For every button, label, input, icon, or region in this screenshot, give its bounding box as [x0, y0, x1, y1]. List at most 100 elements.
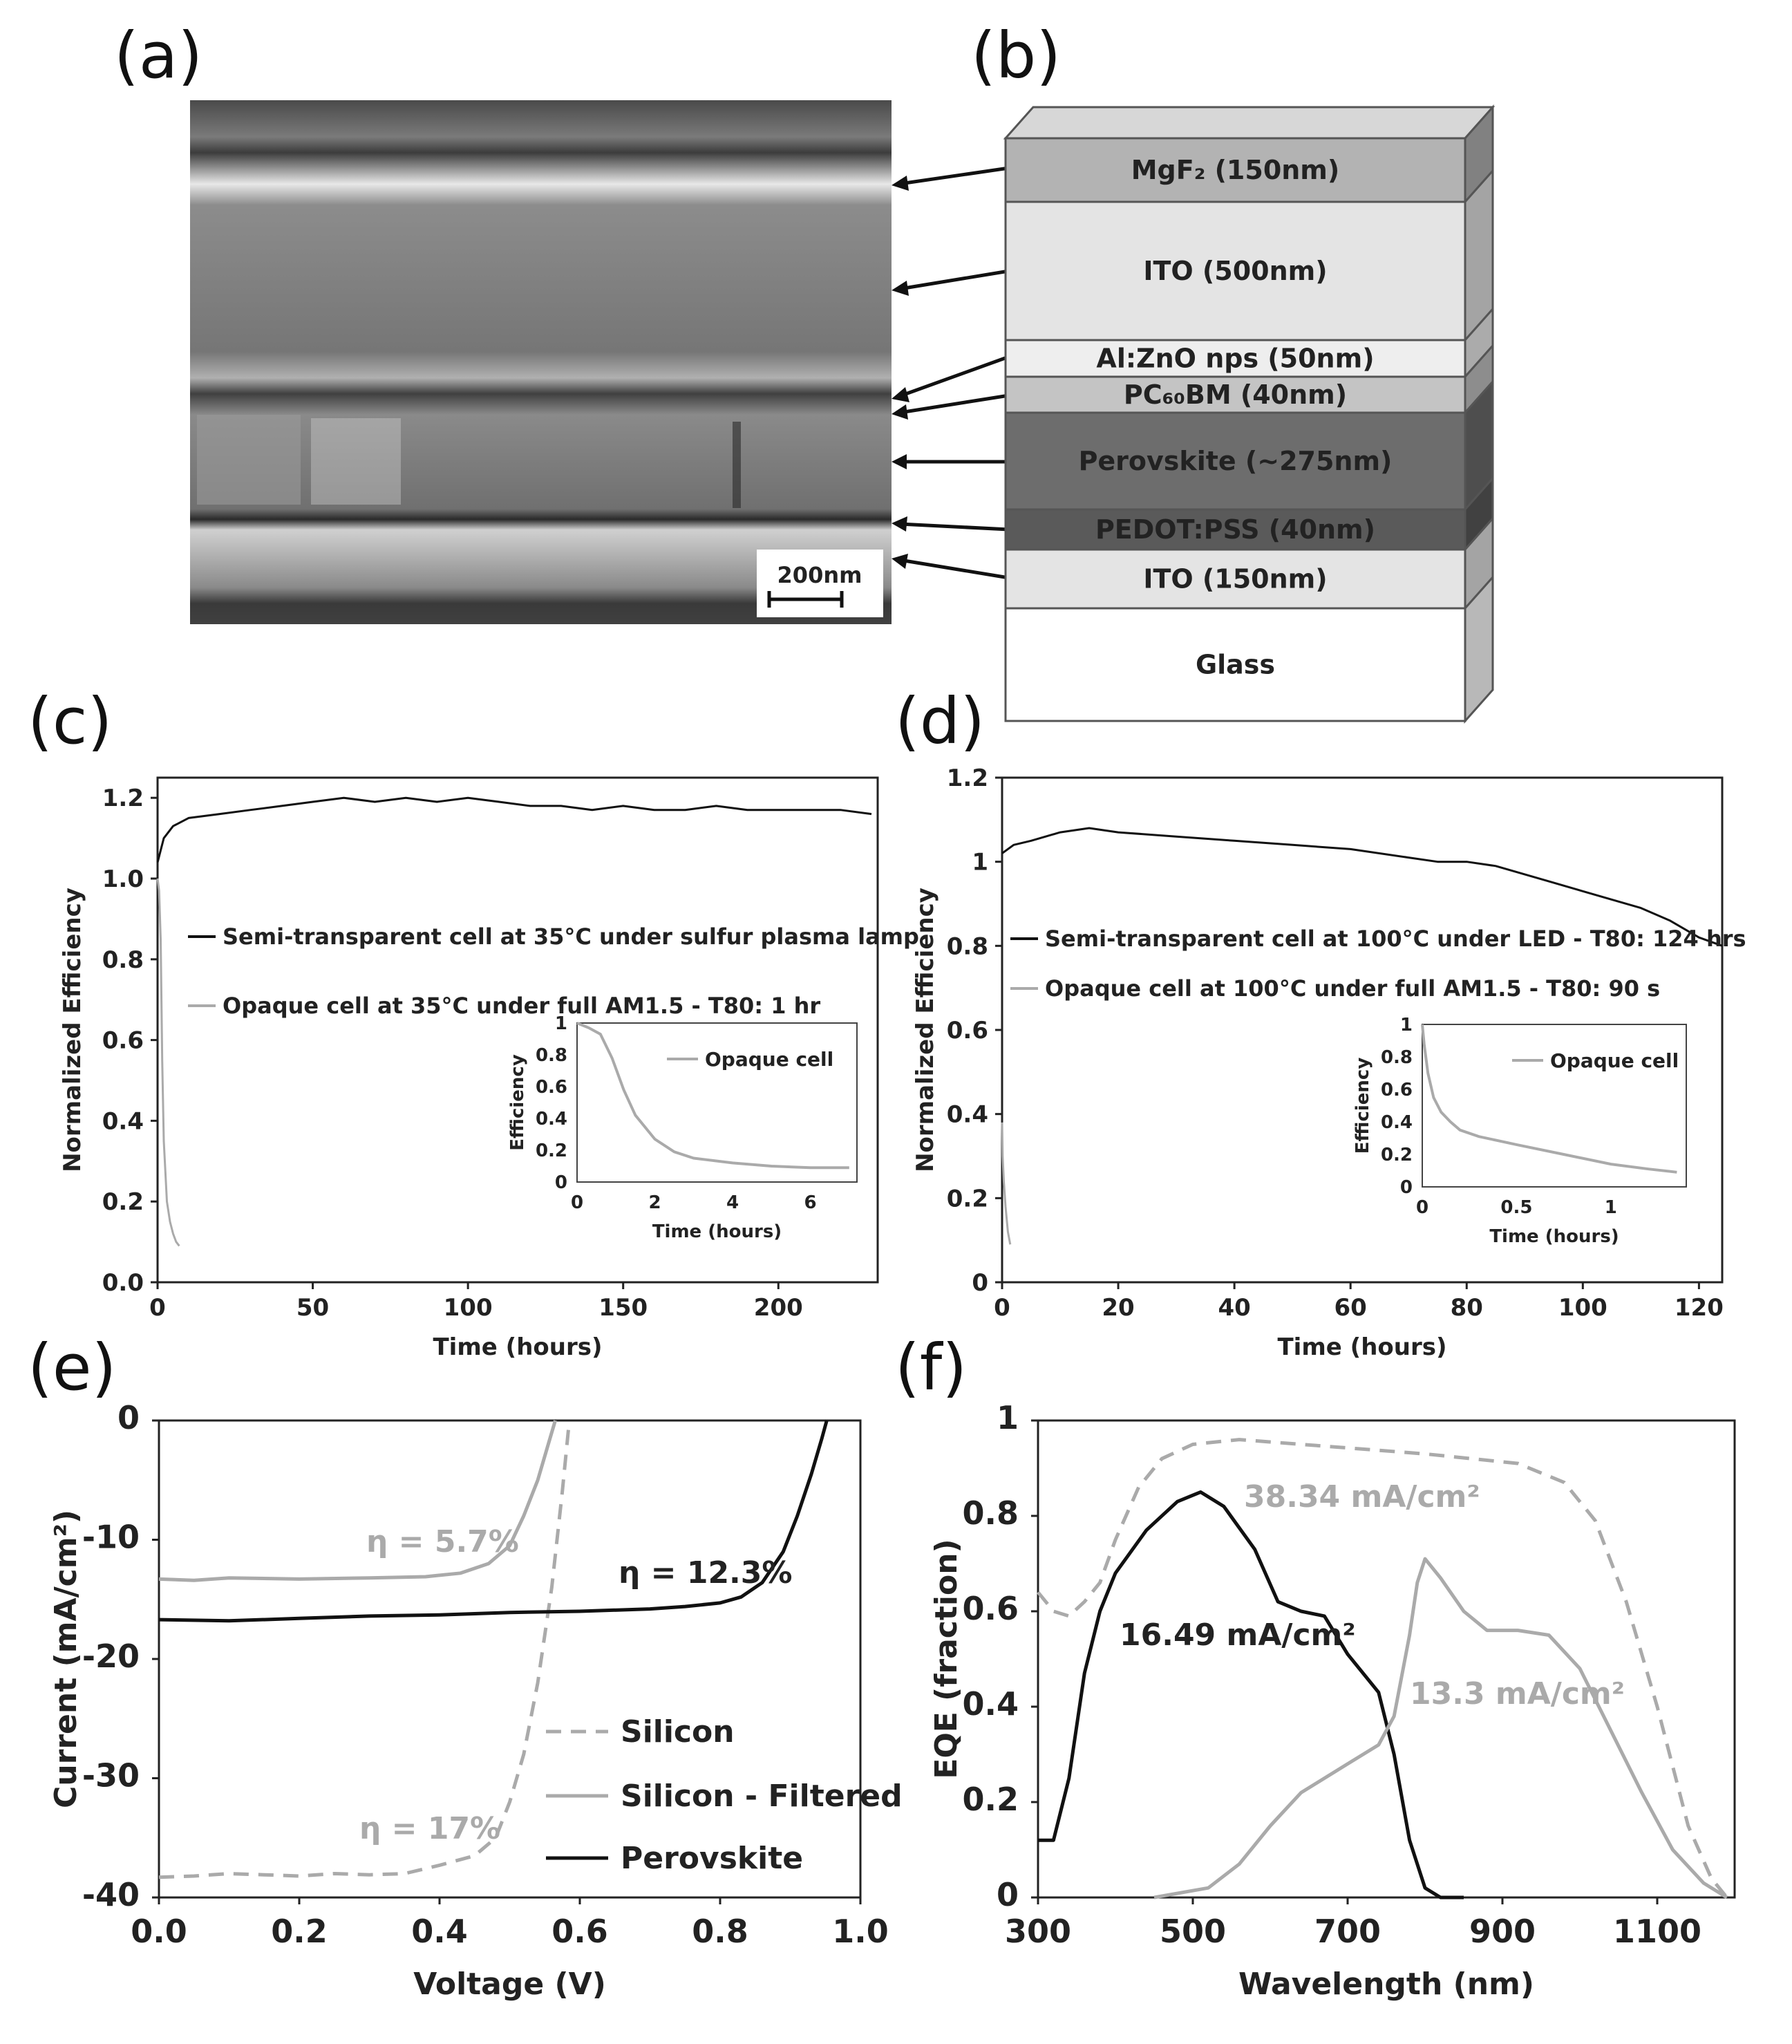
chart-d-inset-x-axis-label: Time (hours)	[1489, 1226, 1619, 1247]
chart-c-x-tick-label: 50	[296, 1294, 329, 1322]
chart-f-x-tick-label: 300	[1005, 1913, 1071, 1950]
chart-e-x-tick-label: 0.4	[411, 1913, 468, 1950]
chart-d-y-tick-label: 0.2	[947, 1185, 988, 1212]
chart-c-x-tick-label: 100	[444, 1294, 493, 1322]
chart-d-inset-y-tick-label: 0.4	[1381, 1112, 1413, 1133]
arrow-heads	[892, 176, 909, 569]
chart-c-inset-y-tick-label: 0.8	[536, 1045, 567, 1066]
chart-d-inset-y-tick-label: 1	[1400, 1015, 1413, 1035]
chart-e-series-line-2	[158, 1420, 829, 1623]
layer-stack: MgF₂ (150nm) ITO (500nm) Al:ZnO nps (50nm)…	[1003, 104, 1496, 724]
chart-f-series-line-1	[1038, 1490, 1464, 1900]
layer-label-7: Glass	[1196, 650, 1275, 680]
chart-f-y-axis-label: EQE (fraction)	[929, 1539, 964, 1779]
chart-d-y-tick-label: 0.8	[947, 932, 988, 960]
sem-left-grain	[197, 415, 301, 505]
chart-d-inset-x-tick-label: 0.5	[1500, 1197, 1532, 1218]
layer-label-4: Perovskite (~275nm)	[1079, 446, 1393, 476]
chart-f-series-line-0	[1037, 1438, 1728, 1899]
chart-d-x-tick-label: 80	[1451, 1294, 1483, 1322]
chart-d-inset-y-tick-label: 0.6	[1381, 1080, 1413, 1100]
layer-label-5: PEDOT:PSS (40nm)	[1095, 514, 1375, 545]
chart-e-series-line-1	[158, 1420, 557, 1582]
chart-c-inset-y-tick-label: 0	[555, 1172, 567, 1193]
chart-c-x-axis-label: Time (hours)	[433, 1333, 602, 1361]
chart-f-y-tick-label: 0.2	[963, 1781, 1019, 1818]
chart-d-legend-label-0: Semi-transparent cell at 100°C under LED…	[1045, 926, 1746, 952]
chart-c-y-tick-label: 0.2	[102, 1188, 144, 1216]
layer-arrows	[899, 166, 1010, 580]
sem-cross-section	[190, 100, 892, 624]
chart-e-legend-label-2: Perovskite	[621, 1841, 803, 1876]
chart-f-y-tick-label: 1	[997, 1399, 1019, 1436]
panel-label-f: (f)	[895, 1331, 967, 1405]
layer-7	[1004, 607, 1466, 722]
sem-scale-bar-box	[757, 550, 883, 617]
chart-c-y-tick-label: 0.4	[102, 1107, 144, 1135]
chart-c-inset-y-tick-label: 0.6	[536, 1077, 567, 1098]
layer-3	[1004, 375, 1466, 414]
chart-e-x-tick-label: 0.0	[131, 1913, 187, 1950]
chart-e-annotation-silicon: η = 17%	[359, 1811, 500, 1846]
chart-d-inset-y-tick-label: 0	[1400, 1177, 1413, 1198]
chart-d-x-tick-label: 100	[1558, 1294, 1607, 1322]
chart-d-y-tick-label: 0.6	[947, 1017, 988, 1044]
chart-f-series-label-2: 13.3 mA/cm²	[1410, 1676, 1625, 1712]
chart-f-series-line-2	[1153, 1557, 1728, 1900]
chart-d-inset-y-tick-label: 0.8	[1381, 1047, 1413, 1068]
chart-d-inset-legend-label: Opaque cell	[1550, 1049, 1679, 1072]
layer-label-6: ITO (150nm)	[1143, 564, 1327, 594]
chart-c-inset-x-tick-label: 6	[804, 1192, 816, 1213]
chart-e-x-tick-label: 0.2	[271, 1913, 328, 1950]
chart-f-x-tick-label: 900	[1469, 1913, 1536, 1950]
chart-d-y-tick-label: 1	[972, 849, 988, 876]
chart-e-x-tick-label: 0.6	[551, 1913, 608, 1950]
chart-c-y-tick-label: 0.0	[102, 1269, 144, 1297]
sem-scale-bar-label: 200nm	[777, 562, 862, 588]
chart-c-inset-series-line	[576, 1022, 849, 1170]
chart-e-plot-area	[158, 1419, 862, 1899]
stack-top-face	[1003, 106, 1496, 140]
chart-e-y-tick-label: -30	[82, 1757, 140, 1794]
chart-e-annotation-perovskite: η = 12.3%	[619, 1555, 792, 1591]
chart-c-inset-plot-area	[576, 1022, 858, 1183]
chart-d-inset-y-tick-label: 0.2	[1381, 1145, 1413, 1165]
chart-f-y-tick-label: 0.6	[963, 1590, 1019, 1627]
chart-c-inset-x-tick-label: 0	[571, 1192, 583, 1213]
chart-c-inset-y-tick-label: 1	[555, 1013, 567, 1034]
chart-c-inset-y-tick-label: 0.4	[536, 1109, 567, 1129]
chart-c-y-tick-label: 1.0	[102, 865, 144, 893]
chart-d-series-line-1	[1001, 1122, 1012, 1245]
chart-d-x-tick-label: 0	[994, 1294, 1010, 1322]
chart-e-legend-label-1: Silicon - Filtered	[621, 1779, 903, 1814]
chart-d-x-axis-label: Time (hours)	[1277, 1333, 1446, 1361]
chart-f-x-tick-label: 1100	[1613, 1913, 1701, 1950]
chart-c-legend-label-0: Semi-transparent cell at 35°C under sulf…	[223, 923, 919, 950]
chart-f-series-label-0: 38.34 mA/cm²	[1244, 1479, 1480, 1515]
chart-f-y-tick-label: 0.8	[963, 1494, 1019, 1532]
sem-grain-boundary	[733, 422, 741, 508]
chart-d-inset-y-axis-label: Efficiency	[1352, 1058, 1373, 1154]
chart-c-series-line-1	[156, 878, 180, 1247]
chart-c-y-tick-label: 1.2	[102, 785, 144, 812]
chart-d-y-tick-label: 1.2	[947, 765, 988, 792]
chart-c-x-tick-label: 0	[149, 1294, 166, 1322]
chart-d-x-tick-label: 20	[1102, 1294, 1134, 1322]
chart-c-x-tick-label: 150	[598, 1294, 648, 1322]
chart-e-y-tick-label: -20	[82, 1638, 140, 1675]
chart-d-x-tick-label: 60	[1334, 1294, 1367, 1322]
chart-e-series-line-0	[158, 1420, 572, 1879]
chart-e-legend-label-0: Silicon	[621, 1714, 735, 1750]
layer-label-1: ITO (500nm)	[1143, 256, 1327, 286]
chart-e-x-axis-label: Voltage (V)	[413, 1967, 606, 2002]
chart-f-plot-area	[1037, 1419, 1736, 1899]
chart-e-y-axis-label: Current (mA/cm²)	[48, 1510, 84, 1808]
chart-d-y-tick-label: 0	[972, 1269, 988, 1297]
chart-c-inset-x-tick-label: 4	[726, 1192, 739, 1213]
panel-label-c: (c)	[28, 684, 112, 758]
chart-f: 300 500 700 900 1100 0 0.2 0.4 0.6 0.8 1 Wavelength…	[929, 1399, 1736, 2002]
chart-c-inset-y-tick-label: 0.2	[536, 1141, 567, 1161]
chart-d-y-tick-label: 0.4	[947, 1101, 988, 1129]
